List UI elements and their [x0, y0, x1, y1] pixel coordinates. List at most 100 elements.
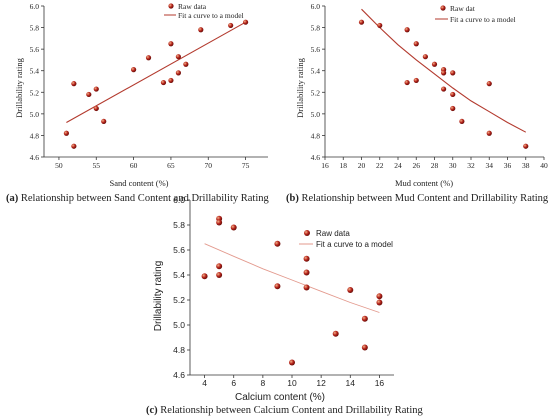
panel-a-y-tick-label: 5.6 — [30, 45, 40, 54]
panel-b-y-tick-label: 4.6 — [311, 153, 321, 162]
panel-b-mud-chart: 16 18 20 22 24 26 28 30 32 34 36 38 40 4.6 4.8 5.0 5.2 5.… — [286, 2, 549, 204]
panel-b-data-point — [404, 27, 410, 33]
panel-b-x-tick-label: 18 — [340, 161, 348, 170]
panel-b-xlabel: Mud content (%) — [395, 178, 453, 188]
panel-a-y-tick-label: 4.6 — [30, 153, 40, 162]
panel-c-y-tick-label: 5.2 — [173, 295, 185, 305]
panel-a-legend-raw-marker — [168, 3, 174, 9]
panel-a-data-point — [93, 86, 99, 92]
panel-b-plot-area: 16 18 20 22 24 26 28 30 32 34 36 38 40 4.6 4.8 5.0 5.2 5.… — [311, 2, 548, 170]
panel-c-y-tick-label: 6.0 — [173, 195, 185, 205]
panel-b-y-tick-label: 4.8 — [311, 131, 321, 140]
panel-c-legend-raw-marker — [304, 230, 310, 236]
panel-b-x-tick-label: 30 — [449, 161, 457, 170]
panel-b-x-tick-label: 32 — [467, 161, 475, 170]
panel-b-y-tick-label: 5.4 — [311, 67, 321, 76]
panel-b-fit-line — [361, 8, 527, 133]
panel-a-xlabel: Sand content (%) — [109, 178, 168, 188]
panel-b-data-point — [459, 118, 465, 125]
panel-c-x-tick-label: 10 — [287, 378, 297, 388]
panel-c-xlabel: Calcium content (%) — [235, 392, 325, 403]
panel-a-x-tick-label: 60 — [130, 161, 138, 170]
panel-b-x-tick-label: 38 — [522, 161, 530, 170]
panel-b-data-point — [441, 70, 447, 76]
panel-c-caption-letter: (c) — [146, 405, 158, 416]
panel-a-data-point — [183, 61, 189, 67]
panel-b-x-tick-label: 26 — [413, 161, 421, 170]
panel-b-y-tick-label: 5.2 — [311, 88, 321, 97]
panel-a-y-tick-label: 5.4 — [30, 67, 40, 76]
panel-b-data-point — [523, 143, 529, 149]
panel-a-data-point — [175, 54, 181, 60]
panel-a-y-tick-label: 4.8 — [30, 131, 40, 140]
panel-c-y-tick-label: 5.4 — [173, 270, 185, 280]
panel-a-data-point — [71, 81, 77, 87]
panel-a-y-tick-label: 5.2 — [30, 88, 40, 97]
panel-c-caption: (c) Relationship between Calcium Content… — [146, 405, 423, 416]
panel-b-data-point — [486, 130, 492, 136]
panel-b-y-tick-label: 5.0 — [311, 110, 321, 119]
panel-c-y-tick-label: 4.6 — [173, 370, 185, 380]
panel-b-data-point — [377, 22, 383, 29]
panel-c-legend-raw-label: Raw data — [316, 229, 350, 238]
panel-b-legend-raw-marker — [440, 5, 446, 11]
panel-a-x-tick-label: 75 — [242, 161, 250, 170]
panel-b-data-point — [441, 86, 447, 92]
panel-b-x-tick-label: 22 — [376, 161, 384, 170]
panel-c-y-tick-label: 4.8 — [173, 345, 185, 355]
panel-c-fit-line — [204, 243, 380, 313]
panel-a-ylabel: Drillability rating — [14, 57, 24, 117]
panel-b-data-point — [413, 77, 419, 84]
panel-a-data-point — [71, 143, 77, 149]
panel-b-data-point — [450, 91, 456, 98]
panel-a-sand-chart: 50 55 60 65 70 75 4.6 4.8 5.0 5.2 5.4 5.6 5.8 6.0 San… — [6, 2, 270, 204]
panel-a-x-tick-label: 70 — [205, 161, 213, 170]
panel-a-y-tick-label: 6.0 — [30, 2, 40, 11]
panel-c-x-tick-label: 16 — [375, 378, 385, 388]
panel-b-data-point — [404, 79, 410, 86]
panel-c-x-tick-label: 14 — [346, 378, 356, 388]
panel-a-data-point — [131, 67, 137, 73]
panel-c-data-point — [332, 330, 339, 337]
panel-c-data-point — [201, 273, 208, 280]
panel-b-x-tick-label: 36 — [504, 161, 512, 170]
panel-c-data-point — [303, 269, 310, 276]
panel-a-data-point — [198, 27, 204, 33]
panel-a-x-tick-label: 50 — [55, 161, 63, 170]
panel-a-x-tick-label: 55 — [93, 161, 101, 170]
panel-c-data-point — [376, 299, 383, 306]
panel-b-y-tick-label: 5.6 — [311, 45, 321, 54]
panel-c-data-point — [376, 293, 383, 300]
panel-c-data-point — [230, 224, 237, 231]
panel-a-data-point — [243, 19, 249, 25]
panel-b-x-tick-label: 24 — [394, 161, 402, 170]
panel-c-data-point — [289, 359, 295, 366]
panel-b-x-tick-label: 16 — [321, 161, 329, 170]
panel-b-legend-raw-label: Raw dat — [450, 4, 476, 13]
panel-b-data-point — [413, 41, 419, 47]
panel-b-data-point — [358, 19, 365, 25]
panel-c-data-point — [303, 255, 310, 262]
panel-b-caption-letter: (b) — [286, 193, 299, 204]
panel-c-ylabel: Drillability rating — [153, 261, 164, 332]
panel-a-plot-area: 50 55 60 65 70 75 4.6 4.8 5.0 5.2 5.4 5.6 5.8 6.0 — [30, 2, 268, 170]
panel-b-legend-fit-label: Fit a curve to a model — [450, 15, 516, 24]
panel-a-data-point — [160, 79, 167, 86]
panel-b-y-tick-label: 6.0 — [311, 2, 321, 11]
panel-b-x-tick-label: 20 — [358, 161, 366, 170]
panel-b-x-tick-label: 40 — [540, 161, 548, 170]
panel-c-x-tick-label: 8 — [260, 378, 265, 388]
panel-b-data-point — [450, 70, 456, 76]
panel-a-data-point — [168, 77, 174, 84]
panel-c-y-tick-label: 5.8 — [173, 220, 185, 230]
panel-a-legend-raw-label: Raw data — [178, 2, 207, 11]
panel-b-data-point — [422, 54, 428, 60]
panel-a-caption: (a) Relationship between Sand Content an… — [6, 193, 270, 204]
panel-a-caption-letter: (a) — [6, 193, 19, 204]
panel-c-x-tick-label: 6 — [231, 378, 236, 388]
panel-c-plot-area: 4 6 8 10 12 14 16 4.6 4.8 5.0 5.2 5.4 5.6 5.8 6.0 — [173, 195, 394, 388]
panel-b-caption: (b) Relationship between Mud Content and… — [286, 193, 549, 204]
panel-c-data-point — [216, 219, 223, 226]
panel-a-data-point — [63, 130, 69, 136]
